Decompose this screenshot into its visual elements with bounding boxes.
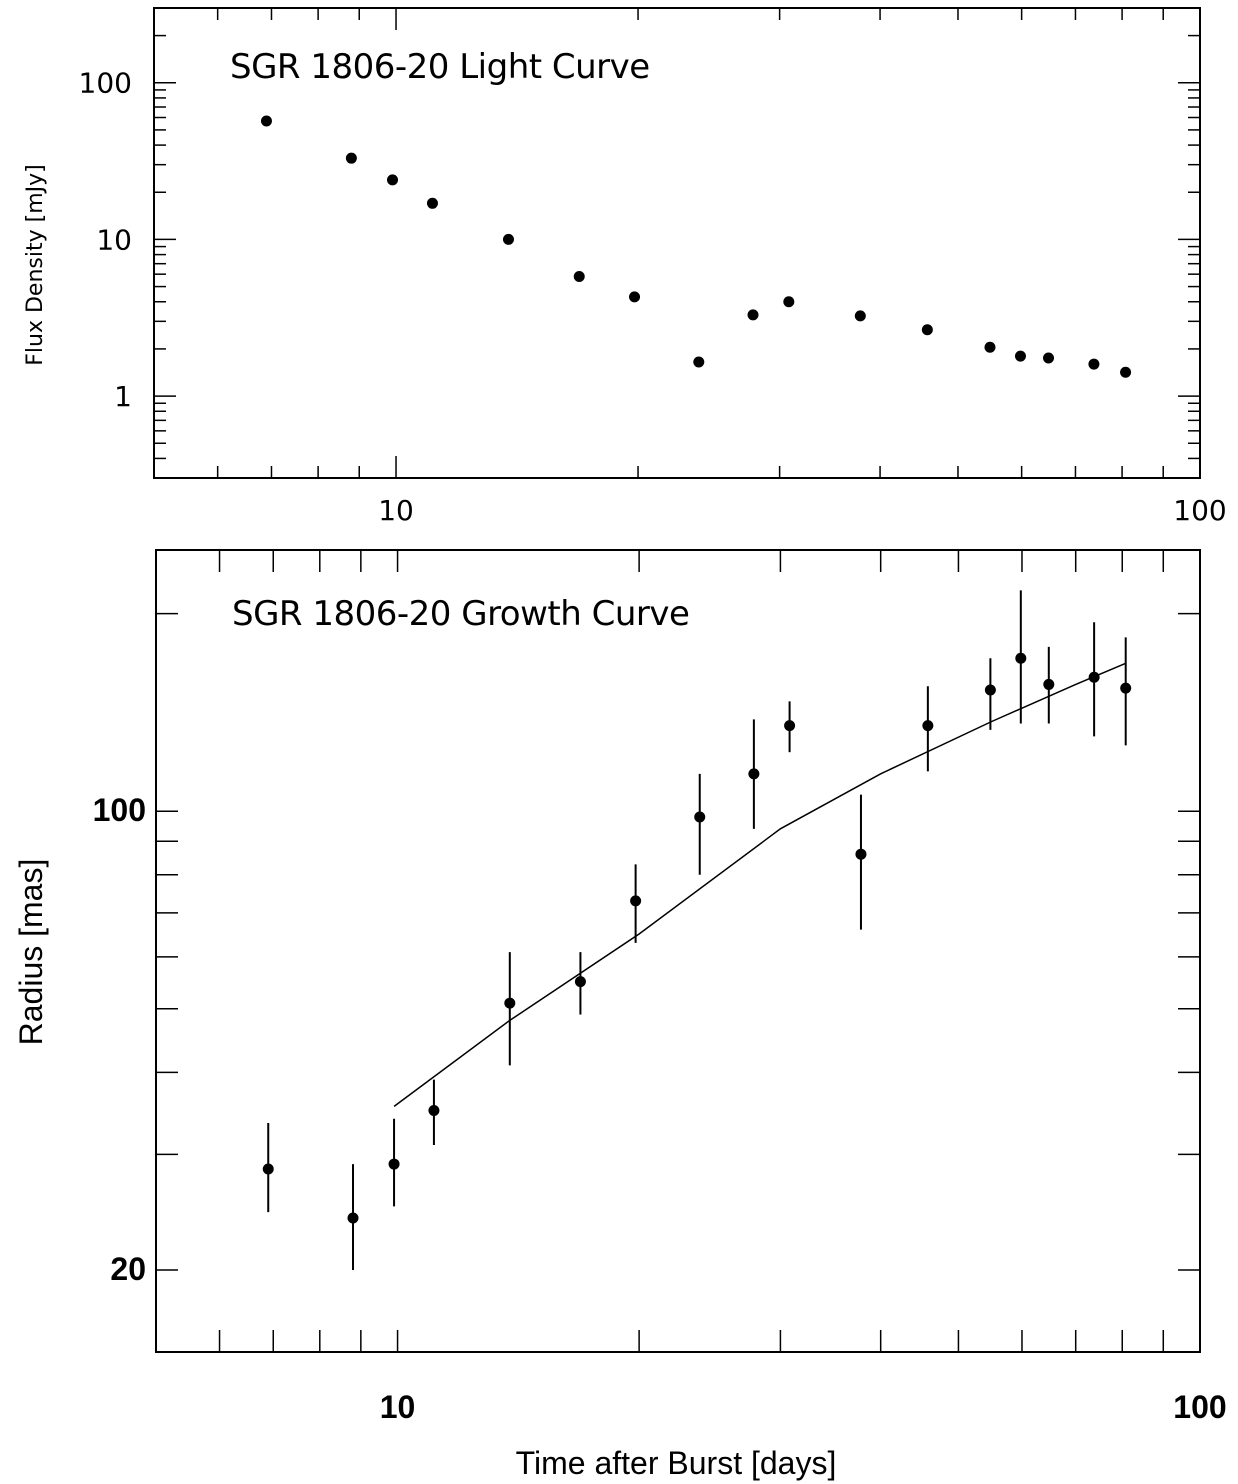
y-tick-label: 100 [79, 67, 132, 100]
data-point [1015, 351, 1026, 362]
data-point [922, 324, 933, 335]
y-tick-label: 10 [96, 223, 132, 256]
light-curve-y-tick-labels: 1 10 100 [79, 67, 132, 413]
data-point [922, 720, 933, 731]
data-point [574, 271, 585, 282]
data-point [694, 811, 705, 822]
light-curve-points [261, 115, 1131, 377]
data-point [855, 310, 866, 321]
x-tick-label: 100 [1173, 494, 1226, 527]
x-tick-label: 10 [378, 494, 414, 527]
light-curve-panel: SGR 1806-20 Light Curve Flux Density [mJ… [23, 8, 1227, 527]
growth-curve-fit-line [394, 663, 1126, 1106]
growth-curve-points [263, 590, 1131, 1270]
data-point [575, 976, 586, 987]
data-point [1089, 672, 1100, 683]
data-point [503, 234, 514, 245]
data-point [630, 895, 641, 906]
data-point [693, 357, 704, 368]
y-tick-label: 1 [114, 380, 132, 413]
data-point [1043, 353, 1054, 364]
growth-curve-panel: SGR 1806-20 Growth Curve Radius [mas] Ti… [13, 550, 1227, 1481]
data-point [1120, 683, 1131, 694]
growth-curve-y-axis-label: Radius [mas] [13, 859, 49, 1046]
data-point [629, 291, 640, 302]
data-point [428, 1105, 439, 1116]
data-point [855, 849, 866, 860]
data-point [427, 198, 438, 209]
data-point [1015, 653, 1026, 664]
growth-curve-plot-frame [156, 550, 1200, 1352]
growth-curve-y-tick-labels: 20 100 [93, 792, 146, 1287]
data-point [748, 768, 759, 779]
data-point [984, 342, 995, 353]
light-curve-y-axis-label: Flux Density [mJy] [23, 164, 48, 365]
data-point [261, 115, 272, 126]
data-point [783, 296, 794, 307]
data-point [784, 720, 795, 731]
y-tick-label: 100 [93, 792, 146, 828]
x-tick-label: 100 [1173, 1389, 1226, 1425]
data-point [389, 1159, 400, 1170]
data-point [1088, 359, 1099, 370]
growth-curve-x-tick-labels: 10 100 [380, 1389, 1227, 1425]
data-point [985, 684, 996, 695]
data-point [387, 174, 398, 185]
data-point [748, 309, 759, 320]
x-tick-label: 10 [380, 1389, 416, 1425]
data-point [1120, 367, 1131, 378]
data-point [504, 998, 515, 1009]
data-point [263, 1164, 274, 1175]
light-curve-title: SGR 1806-20 Light Curve [230, 47, 650, 87]
y-tick-label: 20 [110, 1251, 146, 1287]
growth-curve-title: SGR 1806-20 Growth Curve [232, 594, 689, 634]
growth-curve-x-axis-label: Time after Burst [days] [516, 1445, 837, 1481]
growth-curve-axis-ticks [156, 550, 1200, 1352]
data-point [1043, 679, 1054, 690]
light-curve-x-tick-labels: 10 100 [378, 494, 1227, 527]
data-point [348, 1213, 359, 1224]
data-point [346, 153, 357, 164]
